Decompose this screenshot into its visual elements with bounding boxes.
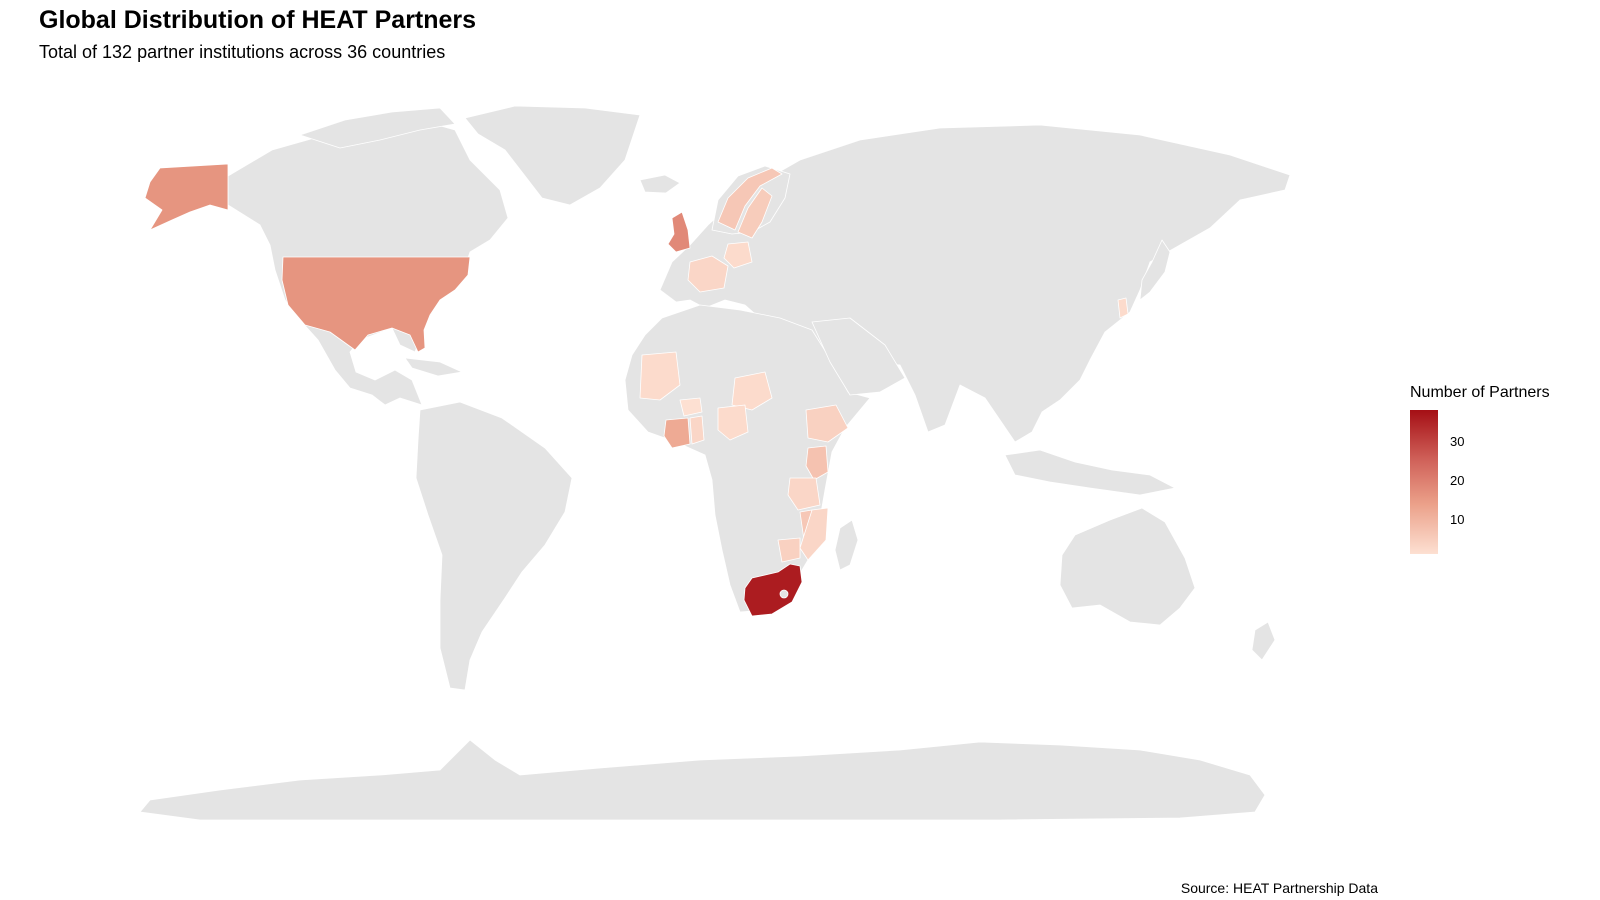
- region-arabia: [811, 317, 906, 396]
- country-germany: [723, 241, 753, 269]
- chart-title: Global Distribution of HEAT Partners: [39, 6, 477, 34]
- country-alaska: [144, 163, 229, 231]
- region-iceland: [639, 174, 681, 194]
- country-ghana: [689, 415, 705, 445]
- country-united-kingdom: [667, 211, 691, 253]
- country-south-africa: [743, 563, 803, 617]
- region-caribbean: [404, 357, 463, 377]
- country-cote-divoire: [663, 417, 691, 449]
- legend-tick-mark: [1438, 441, 1444, 443]
- lesotho-enclave: [779, 589, 789, 599]
- country-ethiopia: [805, 404, 849, 443]
- legend-tick-mark: [1438, 480, 1444, 482]
- region-australia: [1059, 507, 1196, 626]
- legend: Number of Partners 10 20 30: [1410, 384, 1590, 554]
- region-arctic-islands: [299, 107, 456, 149]
- country-niger: [731, 371, 773, 411]
- chart-subtitle: Total of 132 partner institutions across…: [39, 42, 446, 62]
- region-southeast-asia-islands: [1004, 449, 1176, 496]
- partner-layer: [144, 163, 1129, 617]
- legend-tick-mark: [1438, 518, 1444, 520]
- region-greenland: [464, 105, 641, 206]
- legend-colorbar: [1410, 410, 1438, 554]
- legend-tick-label: 20: [1450, 473, 1465, 489]
- region-japan: [1139, 239, 1171, 301]
- country-tanzania: [787, 477, 821, 511]
- country-kenya: [805, 445, 829, 481]
- legend-tick-label: 10: [1450, 511, 1465, 527]
- country-mali: [639, 351, 681, 401]
- land-layer: [139, 105, 1291, 821]
- country-united-states: [281, 256, 471, 353]
- country-burkina-faso: [679, 397, 703, 417]
- country-mozambique: [799, 507, 829, 561]
- country-nigeria: [717, 404, 749, 441]
- country-sweden: [737, 187, 773, 239]
- region-madagascar: [834, 519, 859, 571]
- country-france: [687, 255, 729, 293]
- country-south-korea: [1117, 297, 1129, 319]
- country-norway: [717, 167, 783, 231]
- source-caption: Source: HEAT Partnership Data: [1180, 880, 1378, 896]
- legend-tick-label: 30: [1450, 434, 1465, 450]
- region-antarctica: [139, 739, 1266, 821]
- region-new-zealand: [1251, 621, 1276, 661]
- country-zimbabwe: [777, 537, 801, 563]
- legend-title: Number of Partners: [1410, 384, 1550, 401]
- region-south-america: [415, 401, 573, 691]
